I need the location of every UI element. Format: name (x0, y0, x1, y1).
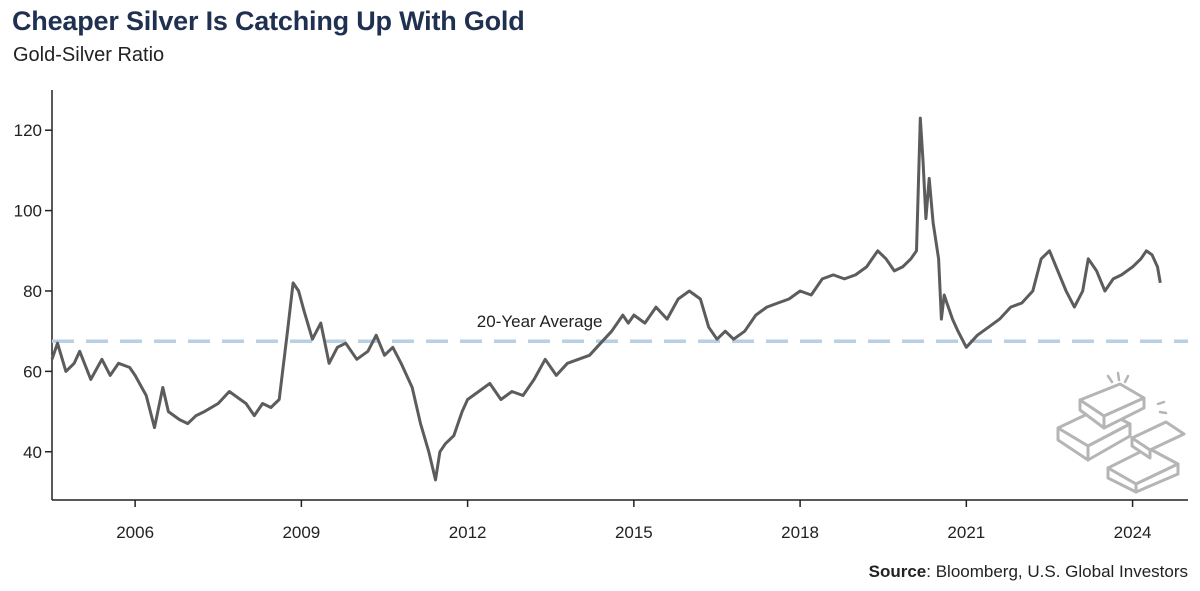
y-tick-label: 100 (14, 202, 42, 221)
x-tick-label: 2012 (449, 523, 487, 542)
x-tick-label: 2024 (1114, 523, 1152, 542)
x-tick-label: 2009 (282, 523, 320, 542)
y-tick-label: 60 (23, 362, 42, 381)
source-label: Source (868, 562, 927, 581)
y-tick-label: 80 (23, 282, 42, 301)
x-tick-label: 2015 (615, 523, 653, 542)
chart-subtitle: Gold-Silver Ratio (13, 44, 165, 66)
x-tick-label: 2021 (947, 523, 985, 542)
gold-silver-ratio-line (50, 116, 1162, 482)
gold-bars-icon (1056, 371, 1186, 494)
y-tick-label: 40 (23, 443, 42, 462)
average-label: 20-Year Average (477, 312, 603, 331)
y-tick-label: 120 (14, 121, 42, 140)
source-note: Source: Bloomberg, U.S. Global Investors (869, 562, 1188, 582)
x-tick-label: 2006 (116, 523, 154, 542)
source-text: : Bloomberg, U.S. Global Investors (926, 562, 1188, 581)
chart-title: Cheaper Silver Is Catching Up With Gold (12, 6, 525, 36)
x-tick-label: 2018 (781, 523, 819, 542)
